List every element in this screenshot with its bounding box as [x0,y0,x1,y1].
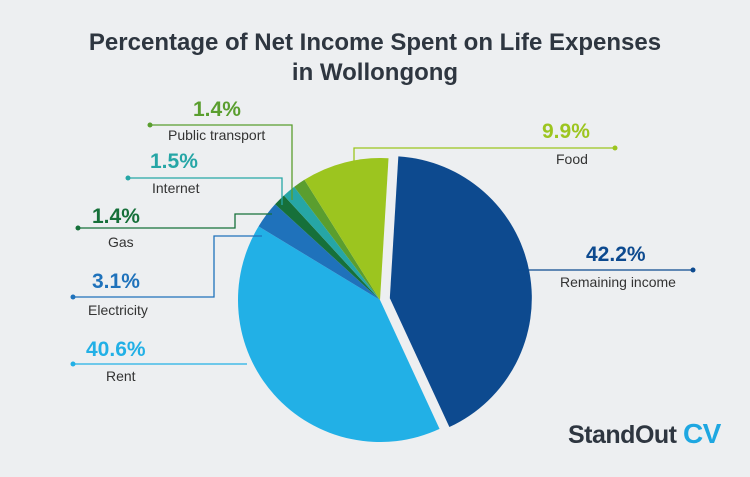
label-public-transport-value: 1.4% [193,98,241,121]
leader-line-electricity [73,235,262,298]
pie-slice-internet [283,186,380,300]
pie-slice-electricity [258,204,380,300]
pie-slice-food [304,158,389,300]
label-rent-name: Rent [106,368,136,384]
label-remaining-value: 42.2% [586,243,646,266]
pie-slice-remaining-income [389,156,532,428]
leader-dot-rent [70,361,76,367]
label-rent-value: 40.6% [86,338,146,361]
chart-title-line1: Percentage of Net Income Spent on Life E… [88,29,662,56]
label-gas-value: 1.4% [92,205,140,228]
leader-dot-food [612,145,618,151]
label-electricity-value: 3.1% [92,270,140,293]
label-public-transport-name: Public transport [168,127,266,143]
leader-dot-public-transport [147,122,153,128]
pie-slice-gas [275,195,380,300]
brand-name: StandOut [568,421,677,449]
label-internet-value: 1.5% [150,150,198,173]
label-electricity-name: Electricity [88,302,148,318]
pie-slice-rent [237,226,440,442]
pie-slice-public-transport [294,179,380,300]
brand-suffix: CV [682,418,721,449]
leader-line-public-transport [150,124,293,200]
label-food-value: 9.9% [542,120,590,143]
chart-title-line2: in Wollongong [291,59,459,86]
label-remaining-name: Remaining income [560,274,676,290]
leader-dot-internet [125,175,131,181]
leader-dot-remaining-income [690,267,696,273]
leader-line-internet [128,177,283,205]
label-gas-name: Gas [108,234,134,250]
label-food-name: Food [556,151,588,167]
leader-dot-gas [75,225,81,231]
leader-dot-electricity [70,294,76,300]
leader-line-food [353,147,615,172]
label-internet-name: Internet [152,180,200,196]
brand-logo: StandOut CV [568,418,721,450]
chart-title: Percentage of Net Income Spent on Life E… [0,28,750,88]
leader-line-gas [78,213,272,229]
